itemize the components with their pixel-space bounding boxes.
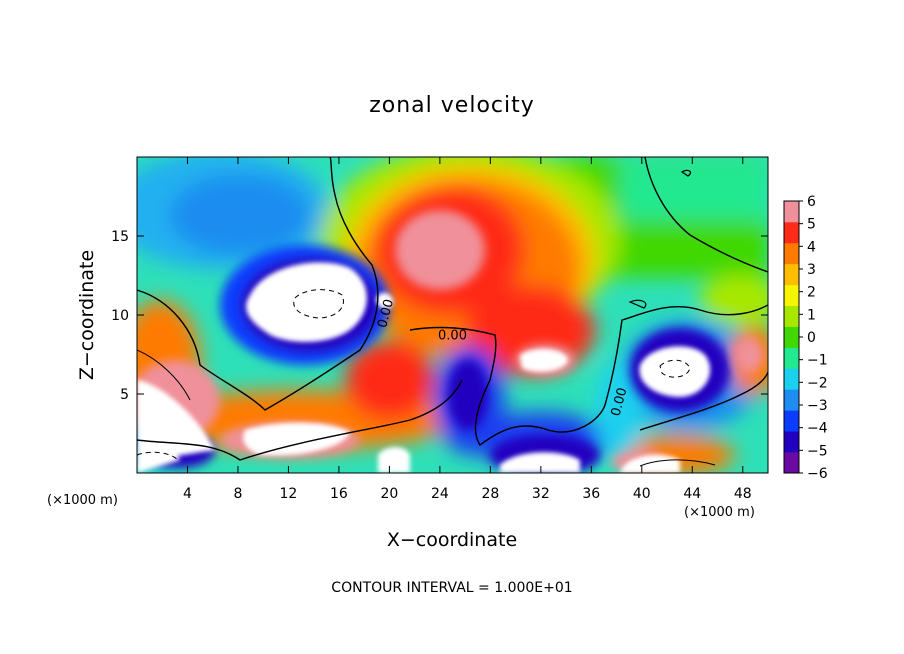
- zero-contour-right: [644, 157, 768, 273]
- colorbar-tick-label: 2: [807, 285, 816, 301]
- y-tick-label: 10: [111, 308, 129, 324]
- colorbar-tick-label: 1: [807, 307, 816, 323]
- colorbar-swatch: [784, 347, 799, 369]
- positive-contour-2: [639, 459, 716, 467]
- x-tick-label: 32: [532, 486, 550, 502]
- x-tick-label: 4: [183, 486, 192, 502]
- colorbar-swatch: [784, 284, 799, 307]
- colorbar-swatch: [784, 389, 799, 411]
- colorbar-swatch: [784, 201, 799, 223]
- x-tick-label: 24: [431, 486, 449, 502]
- colorbar-tick-label: −2: [807, 375, 828, 391]
- x-axis: 4 8 12 16 20 24 28 32 36 40 44 48: [183, 157, 752, 502]
- x-tick-label: 20: [380, 486, 398, 502]
- x-tick-label: 8: [233, 486, 242, 502]
- colorbar-swatch: [784, 326, 799, 348]
- y-axis-label: Z−coordinate: [76, 250, 98, 380]
- zero-contour-left: [137, 157, 379, 411]
- negative-contour-2: [659, 359, 691, 378]
- zero-contour-center: [409, 304, 768, 447]
- negative-contour-1: [293, 289, 344, 319]
- colorbar: 6 5 4 3 2 1 0 −1 −2 −3 −4 −5 −6: [783, 194, 828, 482]
- colorbar-tick-label: −1: [807, 353, 828, 369]
- zero-contour-right-lower: [639, 371, 768, 431]
- colorbar-swatch: [784, 410, 799, 432]
- zero-contour-lower: [137, 379, 463, 461]
- small-contour-1: [680, 169, 692, 177]
- contour-interval-note: CONTOUR INTERVAL = 1.000E+01: [331, 580, 572, 596]
- negative-contour-3: [137, 451, 179, 461]
- x-axis-label: X−coordinate: [387, 529, 517, 551]
- positive-contour-1: [137, 349, 191, 401]
- contour-label: 0.00: [609, 386, 631, 418]
- colorbar-swatch: [784, 263, 799, 286]
- contour-label: 0.00: [438, 329, 467, 344]
- x-tick-label: 16: [330, 486, 348, 502]
- y-axis-unit: (×1000 m): [47, 493, 118, 508]
- small-contour-2: [628, 299, 647, 309]
- chart-title: zonal velocity: [369, 93, 535, 118]
- contour-labels: 0.00 0.00 0.00: [375, 298, 630, 418]
- colorbar-swatch: [784, 221, 799, 244]
- heatmap-field: [137, 157, 768, 473]
- colorbar-tick-label: 5: [807, 217, 816, 233]
- colorbar-tick-label: −3: [807, 398, 828, 414]
- colorbar-swatch: [784, 431, 799, 453]
- colorbar-swatch: [784, 242, 799, 265]
- colorbar-tick-label: −5: [807, 443, 828, 459]
- colorbar-swatch: [784, 452, 799, 474]
- x-tick-label: 48: [734, 486, 752, 502]
- colorbar-tick-label: 0: [807, 330, 816, 346]
- colorbar-tick-label: −6: [807, 466, 828, 482]
- x-tick-label: 40: [633, 486, 651, 502]
- y-tick-label: 15: [111, 229, 129, 245]
- x-axis-unit: (×1000 m): [684, 505, 755, 520]
- x-tick-label: 28: [481, 486, 499, 502]
- contour-lines: [137, 157, 768, 467]
- contour-label: 0.00: [375, 298, 397, 330]
- colorbar-tick-label: 4: [807, 239, 816, 255]
- colorbar-tick-label: −4: [807, 421, 828, 437]
- y-tick-label: 5: [120, 387, 129, 403]
- colorbar-tick-label: 3: [807, 262, 816, 278]
- colorbar-swatch: [784, 305, 799, 327]
- colorbar-tick-label: 6: [807, 194, 816, 210]
- y-axis: 5 10 15: [111, 229, 768, 403]
- x-tick-label: 12: [280, 486, 298, 502]
- x-tick-label: 44: [683, 486, 701, 502]
- colorbar-swatch: [784, 368, 799, 390]
- x-tick-label: 36: [582, 486, 600, 502]
